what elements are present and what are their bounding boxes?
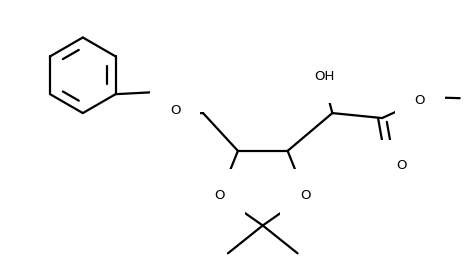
- Text: O: O: [300, 189, 311, 202]
- Text: O: O: [170, 104, 181, 117]
- Text: O: O: [415, 94, 425, 107]
- Text: O: O: [215, 189, 225, 202]
- Text: OH: OH: [314, 70, 335, 83]
- Text: O: O: [397, 159, 407, 172]
